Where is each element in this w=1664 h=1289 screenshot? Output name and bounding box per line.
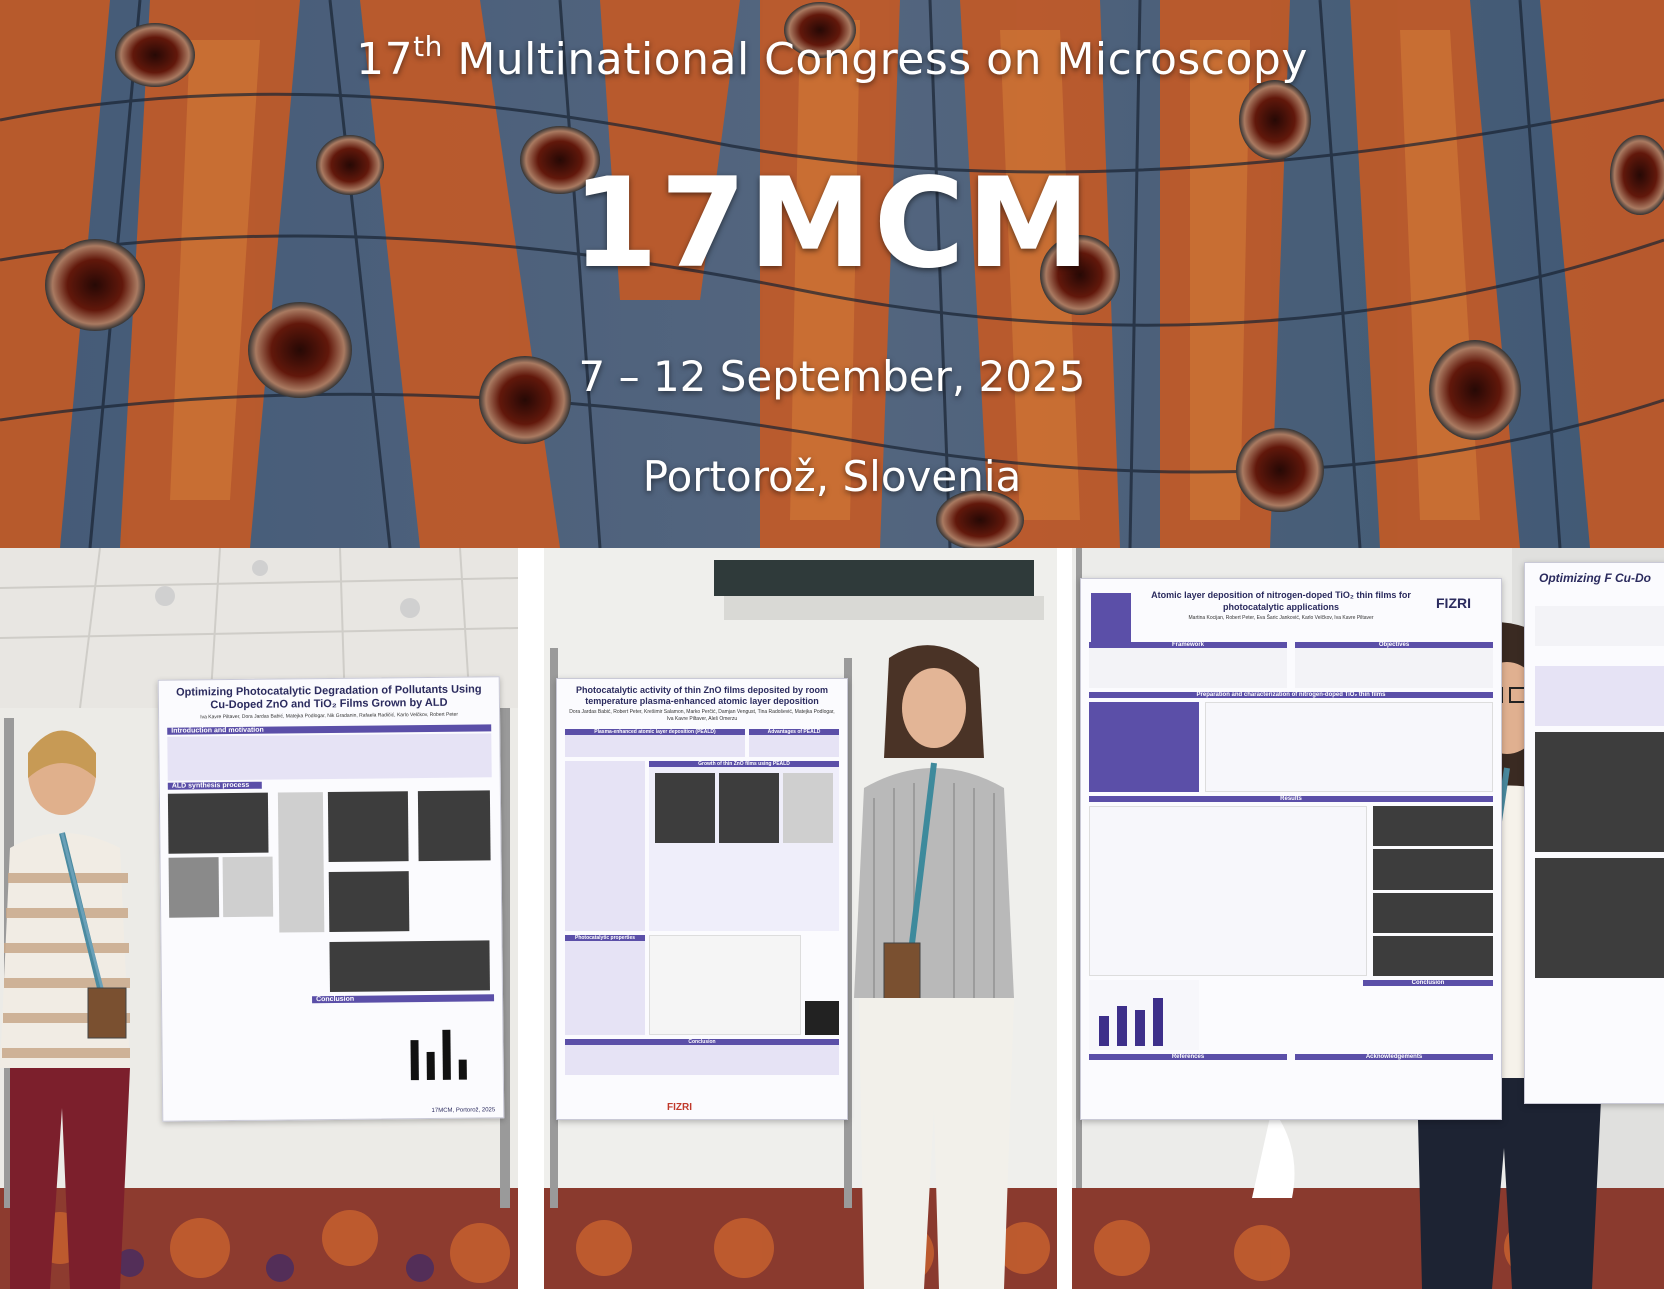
photo-presenter-3: Atomic layer deposition of nitrogen-dope… [1072, 548, 1664, 1289]
fizri-logo: FIZRI [667, 1102, 692, 1113]
poster-section-conclusion: Conclusion [312, 994, 495, 1004]
poster-title: Optimizing Photocatalytic Degradation of… [175, 683, 482, 712]
congress-subtitle: 17th Multinational Congress on Microscop… [0, 30, 1664, 85]
poster-section-objectives: Objectives [1295, 642, 1493, 648]
poster-title: Atomic layer deposition of nitrogen-dope… [1151, 590, 1411, 612]
subtitle-rest: Multinational Congress on Microscopy [442, 34, 1308, 85]
poster-section-peald: Plasma-enhanced atomic layer deposition … [565, 729, 745, 735]
poster-authors: Martina Kocijan, Robert Peter, Eva Šaric… [1188, 615, 1374, 621]
poster-section-ald: ALD synthesis process [167, 781, 262, 790]
poster-section-growth: Growth of thin ZnO films using PEALD [649, 761, 839, 767]
poster-footer: 17MCM, Portorož, 2025 [431, 1107, 496, 1114]
subtitle-ordinal: 17 [356, 34, 414, 85]
fizri-logo: FIZRI [1436, 595, 1471, 611]
poster-section-acknowledgements: Acknowledgements [1295, 1054, 1493, 1060]
subtitle-ordinal-suffix: th [413, 30, 443, 63]
poster-zno-peald: Photocatalytic activity of thin ZnO film… [556, 678, 848, 1120]
poster-section-conclusion: Conclusion [565, 1039, 839, 1045]
poster-cu-doped-zno: Optimizing Photocatalytic Degradation of… [157, 676, 505, 1122]
poster-section-advantages: Advantages of PEALD [749, 729, 839, 735]
photo-1-scene [0, 548, 518, 1289]
congress-dates: 7 – 12 September, 2025 [578, 352, 1086, 401]
poster-n-doped-tio2: Atomic layer deposition of nitrogen-dope… [1080, 578, 1502, 1120]
poster-section-references: References [1089, 1054, 1287, 1060]
conference-banner: 17th Multinational Congress on Microscop… [0, 0, 1664, 548]
poster-section-conclusion: Conclusion [1363, 980, 1493, 986]
microscopy-background [0, 0, 1664, 548]
photo-presenter-2: Photocatalytic activity of thin ZnO film… [544, 548, 1057, 1289]
poster-section-photocatalytic: Photocatalytic properties [565, 935, 645, 941]
poster-title: Photocatalytic activity of thin ZnO film… [575, 685, 829, 706]
poster-authors: Dora Jardas Babić, Robert Peter, Krešimi… [569, 709, 835, 722]
adjacent-poster-title: Optimizing F Cu-Do [1539, 571, 1651, 585]
poster-section-framework: Framework [1089, 642, 1287, 648]
poster-section-preparation: Preparation and characterization of nitr… [1089, 692, 1493, 698]
poster-adjacent-partial: Optimizing F Cu-Do [1524, 562, 1664, 1104]
photo-presenter-1: Optimizing Photocatalytic Degradation of… [0, 548, 518, 1289]
congress-location: Portorož, Slovenia [642, 452, 1022, 501]
poster-authors: Iva Kavre Piltaver, Dora Jardas Babić, M… [200, 711, 459, 721]
congress-acronym: 17MCM [571, 152, 1093, 296]
poster-section-results: Results [1089, 796, 1493, 802]
